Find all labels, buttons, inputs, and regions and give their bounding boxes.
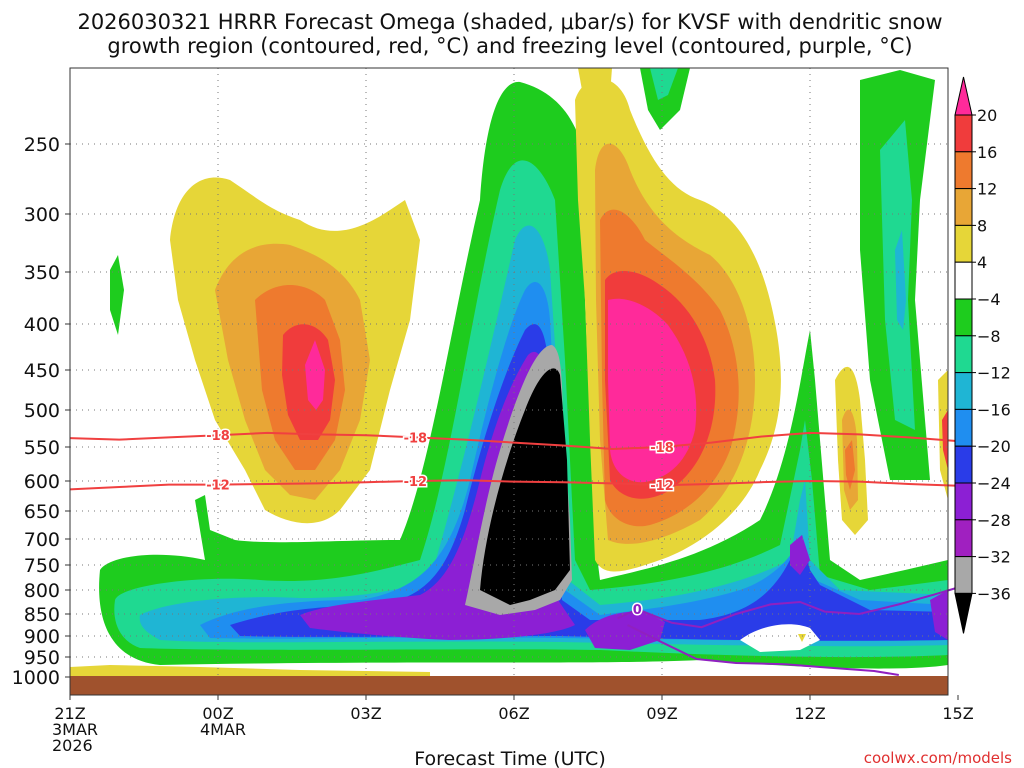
contour-label: -18 bbox=[206, 429, 230, 444]
colorbar-label: −32 bbox=[977, 548, 1011, 567]
colorbar-label: −24 bbox=[977, 474, 1011, 493]
colorbar-band bbox=[954, 188, 973, 226]
colorbar-label: 4 bbox=[977, 253, 987, 272]
y-tick-label: 1000 bbox=[12, 667, 60, 689]
y-tick-label: 400 bbox=[24, 314, 60, 336]
y-axis-ticks: 2503003504004505005506006507007508008509… bbox=[12, 134, 70, 689]
contour-line bbox=[69, 479, 959, 491]
y-tick-label: 650 bbox=[24, 501, 60, 523]
y-tick-label: 500 bbox=[24, 400, 60, 422]
x-tick-label: 3MAR bbox=[52, 720, 98, 739]
y-tick-label: 550 bbox=[24, 437, 60, 459]
credit-text: coolwx.com/models bbox=[864, 749, 1012, 767]
colorbar-band bbox=[954, 556, 973, 594]
colorbar-band bbox=[954, 335, 973, 374]
shade-black bbox=[480, 368, 570, 605]
colorbar-label: 20 bbox=[977, 106, 997, 125]
shade-blue bbox=[200, 281, 948, 641]
y-tick-label: 300 bbox=[24, 204, 60, 226]
colorbar-band bbox=[954, 372, 973, 410]
y-tick-label: 900 bbox=[24, 626, 60, 648]
colorbar-bottom-arrow bbox=[954, 592, 973, 634]
colorbar-band bbox=[954, 445, 973, 484]
colorbar-label: −28 bbox=[977, 511, 1011, 530]
x-axis-label: Forecast Time (UTC) bbox=[414, 748, 605, 768]
shade-yellow-lowest bbox=[70, 665, 430, 678]
y-tick-label: 250 bbox=[24, 134, 60, 156]
y-tick-label: 350 bbox=[24, 262, 60, 284]
colorbar-label: 8 bbox=[977, 216, 987, 235]
chart-title-line1: 2026030321 HRRR Forecast Omega (shaded, … bbox=[77, 10, 942, 34]
x-tick-label: 03Z bbox=[350, 704, 381, 723]
y-tick-label: 700 bbox=[24, 529, 60, 551]
x-tick-label: 21Z bbox=[54, 704, 85, 723]
colorbar-label: −8 bbox=[977, 327, 1001, 346]
contour-lines: -18 -18 -18 -12 -12 -12 0 bbox=[69, 428, 959, 676]
shade-teal-top bbox=[650, 68, 678, 100]
ground-surface bbox=[70, 676, 948, 695]
y-tick-label: 950 bbox=[24, 647, 60, 669]
contour-label: -12 bbox=[404, 475, 428, 490]
chart-title-line2: growth region (contoured, red, °C) and f… bbox=[107, 34, 912, 58]
x-tick-label: 09Z bbox=[646, 704, 677, 723]
colorbar-label: 12 bbox=[977, 180, 997, 199]
shade-green-top bbox=[640, 68, 690, 130]
colorbar-band bbox=[954, 298, 973, 337]
colorbar-band bbox=[954, 519, 973, 558]
shade-purple-right1 bbox=[585, 611, 665, 650]
colorbar-band bbox=[954, 408, 973, 447]
shade-pink-left bbox=[305, 340, 325, 410]
colorbar-label: −16 bbox=[977, 400, 1011, 419]
colorbar-label: 16 bbox=[977, 143, 997, 162]
shade-white-gap bbox=[740, 624, 820, 652]
colorbar-band bbox=[954, 482, 973, 521]
shade-pink-center bbox=[608, 298, 697, 483]
colorbar-label: −12 bbox=[977, 364, 1011, 383]
colorbar-top-arrow bbox=[954, 76, 973, 116]
shade-purple-right2 bbox=[930, 590, 948, 640]
contour-label: 0 bbox=[633, 603, 642, 618]
colorbar-band bbox=[954, 114, 973, 153]
colorbar: 20 16 12 8 4 −4 −8 −12 −16 −20 −24 −28 −32 −36 bbox=[954, 76, 1011, 634]
shade-lightblue-right bbox=[895, 230, 906, 330]
x-tick-label: 12Z bbox=[794, 704, 825, 723]
contour-line bbox=[627, 624, 899, 676]
colorbar-label: −4 bbox=[977, 290, 1001, 309]
contour-line bbox=[617, 586, 959, 629]
shade-green-small bbox=[110, 255, 124, 335]
x-tick-label: 4MAR bbox=[200, 720, 246, 739]
colorbar-band bbox=[954, 261, 973, 300]
x-tick-label: 06Z bbox=[498, 704, 529, 723]
colorbar-band bbox=[954, 224, 973, 263]
shade-yellow-small-right bbox=[798, 634, 806, 642]
colorbar-label: −36 bbox=[977, 584, 1011, 603]
shade-purple-right3 bbox=[790, 535, 810, 575]
x-tick-label: 00Z bbox=[202, 704, 233, 723]
colorbar-band bbox=[954, 151, 973, 190]
contour-line bbox=[69, 431, 959, 451]
contour-label: -12 bbox=[650, 479, 674, 494]
colorbar-label: −20 bbox=[977, 437, 1011, 456]
y-tick-label: 800 bbox=[24, 580, 60, 602]
y-tick-label: 600 bbox=[24, 471, 60, 493]
shade-orange-right bbox=[845, 440, 855, 490]
y-tick-label: 750 bbox=[24, 555, 60, 577]
y-tick-label: 450 bbox=[24, 360, 60, 382]
omega-shading bbox=[70, 68, 948, 678]
shade-yellow-top-center bbox=[578, 68, 612, 100]
contour-label: -18 bbox=[650, 441, 674, 456]
contour-label: -12 bbox=[206, 479, 230, 494]
x-tick-label: 2026 bbox=[52, 736, 93, 755]
x-tick-label: 15Z bbox=[942, 704, 973, 723]
y-tick-label: 850 bbox=[24, 604, 60, 626]
plot-frame bbox=[69, 67, 949, 696]
contour-label: -18 bbox=[404, 431, 428, 446]
